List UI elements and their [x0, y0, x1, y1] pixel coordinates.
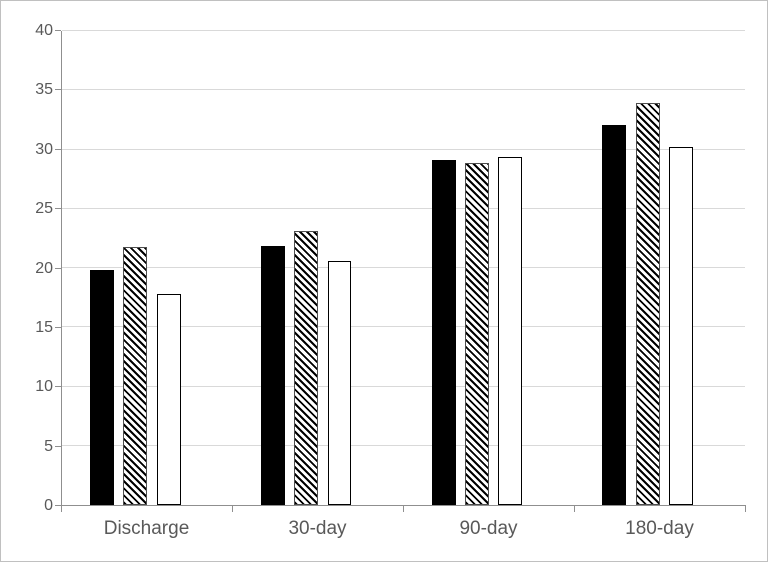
y-tick-label: 20 — [35, 260, 53, 278]
bar-group — [404, 31, 575, 505]
y-tick-label: 40 — [35, 22, 53, 40]
bar-outline — [328, 261, 352, 505]
y-tick-label: 10 — [35, 378, 53, 396]
y-tick-label: 5 — [44, 438, 53, 456]
x-tick-mark — [232, 505, 233, 512]
y-tick-label: 30 — [35, 141, 53, 159]
bar-hatched — [636, 103, 660, 505]
bar-groups — [62, 31, 745, 505]
bar-outline — [157, 294, 181, 505]
y-tick-label: 15 — [35, 319, 53, 337]
x-tick-mark — [745, 505, 746, 512]
plot-area — [61, 31, 745, 506]
bar-group — [574, 31, 745, 505]
x-tick-mark — [403, 505, 404, 512]
x-axis-label: Discharge — [61, 506, 232, 561]
y-tick-label: 35 — [35, 81, 53, 99]
y-axis-ticks: 0510152025303540 — [1, 31, 61, 506]
bar-solid — [432, 160, 456, 505]
x-tick-mark — [574, 505, 575, 512]
bar-hatched — [294, 231, 318, 505]
bar-solid — [602, 125, 626, 505]
y-tick-label: 0 — [44, 497, 53, 515]
bar-hatched — [465, 163, 489, 505]
chart-container: 0 5 10 15 20 25 30 35 40 Discharge30-day90-day18… — [0, 0, 768, 562]
bar-outline — [669, 147, 693, 505]
bar-group — [233, 31, 404, 505]
bar-solid — [90, 270, 114, 505]
bar-solid — [261, 246, 285, 506]
x-axis-label: 180-day — [574, 506, 745, 561]
y-tick-label: 25 — [35, 200, 53, 218]
bar-hatched — [123, 247, 147, 505]
x-axis-label: 30-day — [232, 506, 403, 561]
bar-outline — [498, 157, 522, 505]
x-tick-mark — [61, 505, 62, 512]
x-axis-label: 90-day — [403, 506, 574, 561]
x-axis-labels: Discharge30-day90-day180-day — [61, 506, 745, 561]
bar-group — [62, 31, 233, 505]
